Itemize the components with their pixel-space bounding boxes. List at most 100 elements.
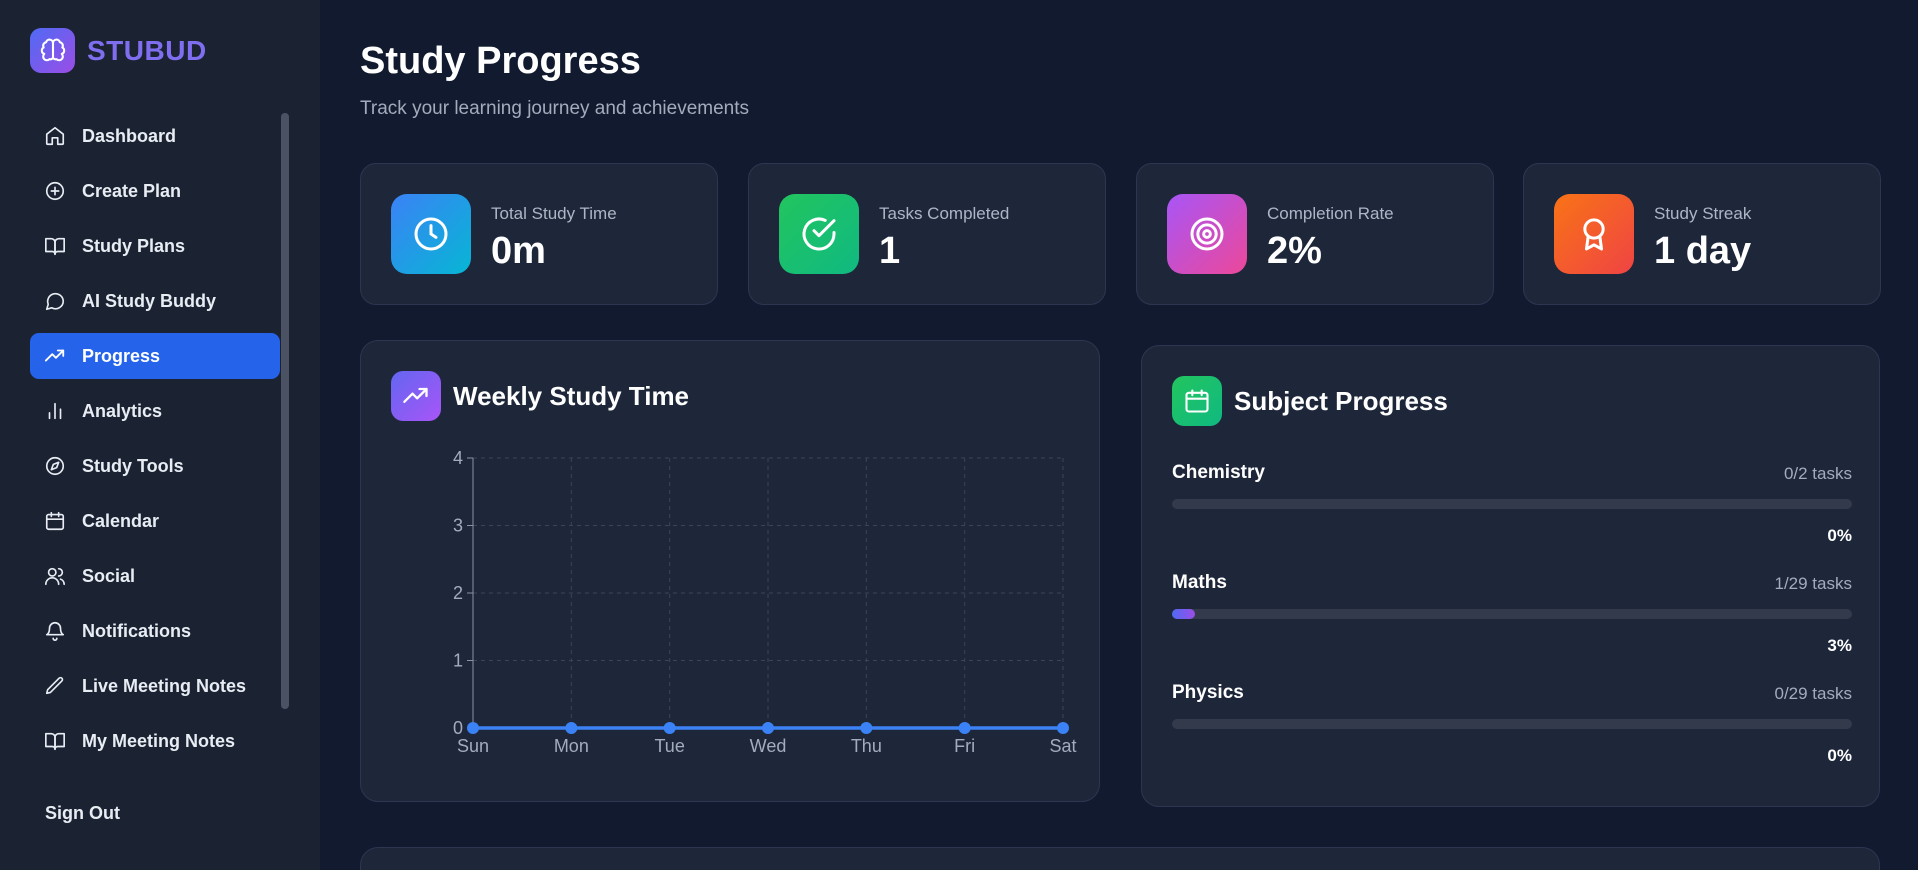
stat-value: 1 bbox=[879, 230, 901, 272]
sidebar-item-ai-study-buddy[interactable]: AI Study Buddy bbox=[30, 278, 280, 324]
award-icon bbox=[1554, 194, 1634, 274]
stat-value: 2% bbox=[1267, 230, 1322, 272]
data-point bbox=[565, 722, 578, 734]
data-point bbox=[663, 722, 676, 734]
brain-icon bbox=[30, 28, 75, 73]
panel-header: Subject Progress bbox=[1172, 376, 1448, 426]
data-point bbox=[958, 722, 971, 734]
x-tick-label: Mon bbox=[554, 736, 589, 756]
subject-percent: 3% bbox=[1827, 636, 1852, 655]
users-icon bbox=[45, 567, 65, 586]
sidebar-item-label: Live Meeting Notes bbox=[82, 675, 247, 696]
data-point bbox=[1057, 722, 1069, 734]
data-point bbox=[467, 722, 479, 734]
sidebar-item-dashboard[interactable]: Dashboard bbox=[30, 113, 280, 159]
stat-label: Study Streak bbox=[1654, 204, 1752, 223]
sidebar-scrollbar[interactable] bbox=[281, 113, 289, 709]
sidebar-item-progress[interactable]: Progress bbox=[30, 333, 280, 379]
sidebar-item-label: Dashboard bbox=[82, 125, 177, 146]
progress-bar-fill bbox=[1172, 609, 1196, 619]
x-tick-label: Fri bbox=[954, 736, 975, 756]
calendar-icon bbox=[1172, 376, 1222, 426]
check-circle-icon bbox=[779, 194, 859, 274]
x-tick-label: Thu bbox=[851, 736, 882, 756]
home-icon bbox=[45, 126, 65, 146]
clock-icon bbox=[391, 194, 471, 274]
stat-value: 1 day bbox=[1654, 230, 1752, 272]
sidebar-item-label: Study Plans bbox=[82, 235, 186, 256]
x-tick-label: Sat bbox=[1049, 736, 1076, 756]
trending-up-icon bbox=[391, 371, 441, 421]
weekly-study-time-panel: Weekly Study Time 0 1 2 3 4 Sun Mon Tue Wed Thu Fr… bbox=[360, 340, 1100, 802]
progress-bar bbox=[1172, 499, 1852, 509]
stat-label: Tasks Completed bbox=[879, 204, 1010, 223]
subject-percent: 0% bbox=[1827, 526, 1852, 545]
subject-task-count: 0/2 tasks bbox=[1783, 464, 1852, 483]
weekly-study-chart: 0 1 2 3 4 Sun Mon Tue Wed Thu Fri Sat bbox=[453, 448, 1077, 756]
y-tick-label: 1 bbox=[453, 651, 463, 671]
progress-bar bbox=[1172, 719, 1852, 729]
y-tick-label: 0 bbox=[453, 718, 463, 738]
sidebar-item-label: Analytics bbox=[82, 400, 163, 421]
stat-card-completion-rate: Completion Rate 2% bbox=[1136, 163, 1494, 305]
sidebar-item-analytics[interactable]: Analytics bbox=[30, 388, 280, 434]
stat-value: 0m bbox=[491, 230, 546, 272]
x-tick-label: Sun bbox=[457, 736, 489, 756]
sidebar-item-create-plan[interactable]: Create Plan bbox=[30, 168, 280, 214]
panel-title: Weekly Study Time bbox=[453, 380, 690, 411]
y-tick-label: 4 bbox=[453, 448, 463, 468]
sidebar-item-label: Progress bbox=[82, 345, 161, 366]
sidebar-item-label: Study Tools bbox=[82, 455, 184, 476]
pencil-icon bbox=[45, 676, 64, 695]
stat-label: Completion Rate bbox=[1267, 204, 1394, 223]
x-tick-label: Wed bbox=[750, 736, 787, 756]
y-tick-label: 3 bbox=[453, 516, 463, 536]
sidebar-item-label: AI Study Buddy bbox=[82, 290, 216, 311]
bell-icon bbox=[45, 622, 65, 641]
sidebar-item-label: My Meeting Notes bbox=[82, 730, 236, 751]
subject-name: Maths bbox=[1172, 572, 1227, 593]
sidebar-item-my-meeting-notes[interactable]: My Meeting Notes bbox=[30, 718, 280, 764]
trending-up-icon bbox=[44, 349, 65, 362]
page-title: Study Progress bbox=[360, 40, 641, 82]
stat-card-tasks-completed: Tasks Completed 1 bbox=[748, 163, 1106, 305]
sidebar-nav: Dashboard Create Plan Study Plans AI Stu… bbox=[30, 113, 280, 773]
sidebar: STUBUD Dashboard Create Plan Study Plans… bbox=[0, 0, 320, 870]
subject-task-count: 0/29 tasks bbox=[1774, 684, 1853, 703]
sidebar-item-live-meeting-notes[interactable]: Live Meeting Notes bbox=[30, 663, 280, 709]
sidebar-item-notifications[interactable]: Notifications bbox=[30, 608, 280, 654]
stat-card-total-study-time: Total Study Time 0m bbox=[360, 163, 718, 305]
subject-name: Physics bbox=[1172, 682, 1244, 703]
plus-circle-icon bbox=[45, 181, 65, 201]
sidebar-item-label: Create Plan bbox=[82, 180, 182, 201]
panel-header: Weekly Study Time bbox=[391, 371, 689, 421]
chat-icon bbox=[45, 292, 65, 311]
bottom-panel bbox=[360, 847, 1880, 870]
data-point bbox=[860, 722, 873, 734]
stat-card-study-streak: Study Streak 1 day bbox=[1523, 163, 1881, 305]
sidebar-item-study-tools[interactable]: Study Tools bbox=[30, 443, 280, 489]
sidebar-item-label: Social bbox=[82, 565, 136, 586]
page-subtitle: Track your learning journey and achievem… bbox=[360, 98, 749, 119]
sidebar-item-calendar[interactable]: Calendar bbox=[30, 498, 280, 544]
sidebar-item-social[interactable]: Social bbox=[30, 553, 280, 599]
progress-bar bbox=[1172, 609, 1852, 619]
app-logo[interactable]: STUBUD bbox=[30, 28, 207, 73]
compass-icon bbox=[45, 456, 65, 476]
subject-percent: 0% bbox=[1827, 746, 1852, 765]
app-name: STUBUD bbox=[87, 34, 207, 66]
data-point bbox=[762, 722, 774, 734]
x-tick-label: Tue bbox=[654, 736, 684, 756]
target-icon bbox=[1167, 194, 1247, 274]
calendar-icon bbox=[45, 511, 65, 531]
panel-title: Subject Progress bbox=[1234, 385, 1448, 416]
sidebar-item-study-plans[interactable]: Study Plans bbox=[30, 223, 280, 269]
sidebar-item-label: Notifications bbox=[82, 620, 192, 641]
book-icon bbox=[45, 732, 65, 751]
sidebar-item-label: Calendar bbox=[82, 510, 160, 531]
sign-out-button[interactable]: Sign Out bbox=[45, 803, 120, 823]
subject-task-count: 1/29 tasks bbox=[1774, 574, 1853, 593]
bar-chart-icon bbox=[48, 402, 62, 420]
scrollbar-thumb[interactable] bbox=[281, 113, 289, 709]
y-tick-label: 2 bbox=[453, 583, 463, 603]
